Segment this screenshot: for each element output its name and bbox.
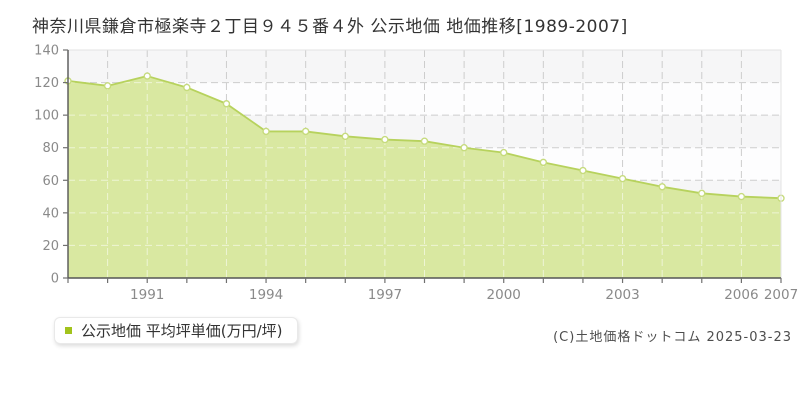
data-point [183, 83, 191, 92]
y-tick-label: 100 [34, 109, 59, 124]
y-tick-label: 0 [51, 272, 59, 287]
y-tick-label: 140 [34, 44, 59, 59]
x-tick-label: 2006 [724, 287, 758, 303]
chart-title: 神奈川県鎌倉市極楽寺２丁目９４５番４外 公示地価 地価推移[1989-2007] [32, 17, 628, 37]
x-tick-label: 1991 [130, 287, 164, 303]
data-point [341, 132, 349, 141]
x-tick-label: 2007 [764, 287, 798, 303]
data-point [579, 166, 587, 175]
x-tick-label: 1994 [249, 287, 283, 303]
legend-series-label: 公示地価 平均坪単価(万円/坪) [81, 322, 283, 340]
copyright-credit: (C)土地価格ドットコム 2025-03-23 [553, 330, 792, 345]
legend-series-marker-icon [65, 327, 72, 334]
data-point [539, 158, 548, 167]
data-point [618, 174, 627, 183]
data-point [143, 72, 151, 80]
y-tick-label: 60 [42, 174, 59, 189]
data-point [737, 192, 746, 201]
data-point [460, 144, 468, 152]
y-tick-label: 80 [42, 141, 59, 156]
y-tick-label: 40 [42, 206, 59, 221]
legend: 公示地価 平均坪単価(万円/坪) [54, 317, 298, 344]
y-tick-label: 20 [42, 239, 59, 254]
data-point [698, 189, 706, 198]
data-point [103, 82, 112, 90]
y-tick-label: 120 [34, 76, 59, 91]
data-point [420, 137, 429, 145]
x-tick-label: 1997 [368, 287, 402, 303]
x-tick-label: 2003 [605, 287, 639, 303]
data-point [301, 127, 310, 136]
data-point [381, 135, 389, 144]
x-tick-label: 2000 [487, 287, 521, 303]
data-point [222, 100, 231, 108]
data-point [500, 148, 508, 157]
data-point [262, 127, 270, 136]
data-point [658, 183, 666, 191]
